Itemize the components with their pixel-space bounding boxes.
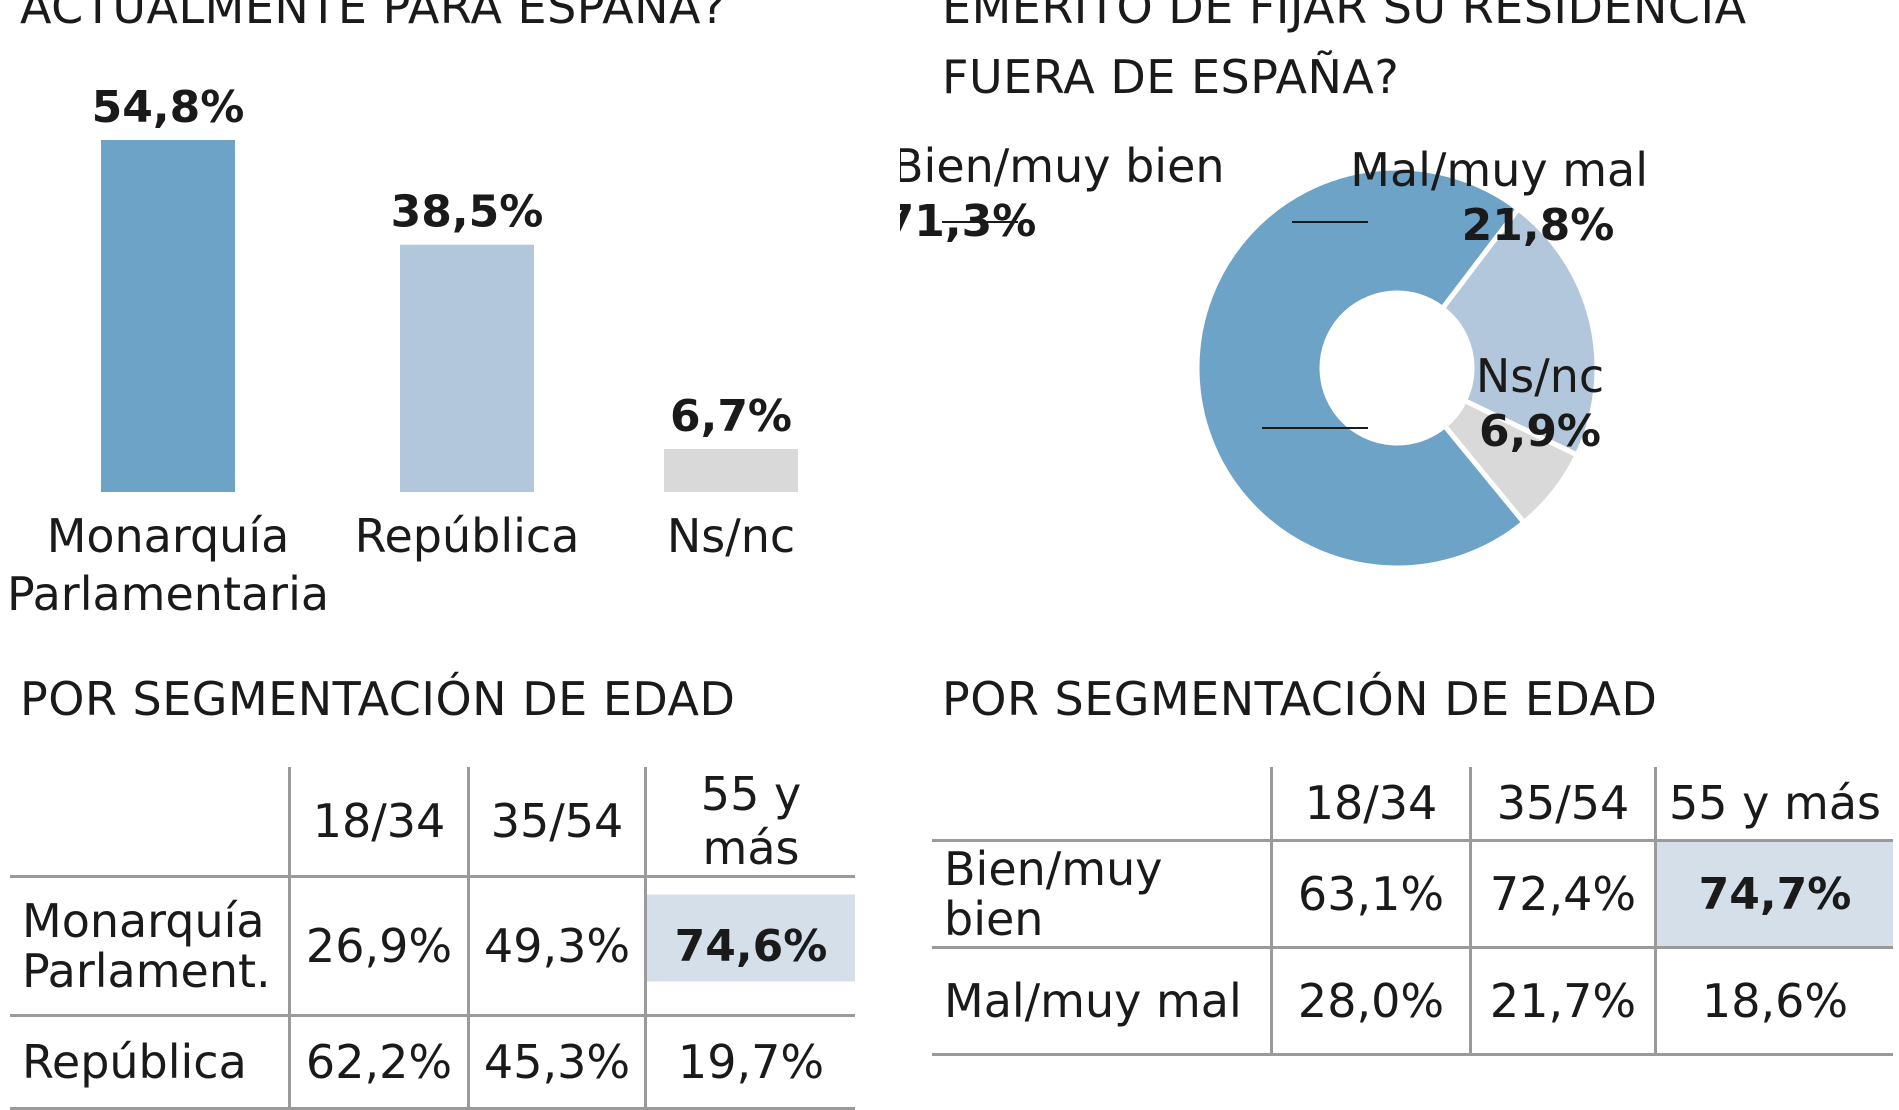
row-label-line: República [22, 1035, 247, 1089]
row-label-line: Parlament. [22, 944, 271, 998]
table-row: Monarquía Parlament. 26,9% 49,3% 74,6% [10, 876, 855, 1017]
row-label: Mal/muy mal [932, 947, 1272, 1056]
age-table: 18/34 35/54 55 y más Monarquía Parlament. 26,… [10, 767, 855, 1110]
table-row: Bien/muy bien 63,1% 72,4% 74,7% [932, 840, 1893, 949]
table-header-cell: 35/54 [467, 767, 646, 878]
table-cell: 74,7% [1654, 840, 1893, 949]
left-segment-title: POR SEGMENTACIÓN DE EDAD [20, 672, 736, 726]
table-header-cell: 35/54 [1469, 767, 1656, 842]
table-cell: 62,2% [288, 1015, 469, 1110]
table-header-cell: 55 y más [1654, 767, 1893, 842]
bar-1 [101, 140, 235, 492]
table-cell: 45,3% [467, 1015, 646, 1110]
bar-chart-title: ACTUALMENTE PARA ESPAÑA? [20, 0, 726, 34]
bar-value-label: 54,8% [92, 82, 245, 133]
table-corner-cell [932, 767, 1272, 842]
slice-value-nsnc: 6,9% [1479, 406, 1601, 457]
right-segment-title: POR SEGMENTACIÓN DE EDAD [942, 672, 1658, 726]
bar-value-label: 38,5% [391, 187, 544, 238]
slice-label-mal: Mal/muy mal [1350, 143, 1648, 197]
row-label-line: Monarquía [22, 894, 265, 948]
table-cell: 49,3% [467, 876, 646, 1017]
bar-category-label: Monarquía [47, 509, 290, 563]
table-cell: 63,1% [1270, 840, 1471, 949]
age-table: 18/34 35/54 55 y más Bien/muy bien 63,1% 72,4… [932, 767, 1893, 1056]
table-cell: 21,7% [1469, 947, 1656, 1056]
row-label-line: Bien/muy bien [944, 842, 1163, 946]
bar-category-label: República [355, 509, 580, 563]
table-header-cell: 55 y más [644, 767, 855, 878]
table-header-cell: 18/34 [288, 767, 469, 878]
bar-category-label: Ns/nc [667, 509, 795, 563]
table-header-row: 18/34 35/54 55 y más [932, 767, 1893, 842]
table-corner-cell [10, 767, 290, 878]
bar-value-label: 6,7% [670, 391, 792, 442]
bar-2 [400, 244, 534, 492]
slice-label-nsnc: Ns/nc [1476, 349, 1604, 403]
table-row: Mal/muy mal 28,0% 21,7% 18,6% [932, 947, 1893, 1056]
row-label-line: Mal/muy mal [944, 974, 1242, 1028]
table-cell: 18,6% [1654, 947, 1893, 1056]
donut-slice-1 [1194, 165, 1528, 571]
table-header-cell: 18/34 [1270, 767, 1471, 842]
bar-3 [664, 448, 798, 492]
table-cell: 28,0% [1270, 947, 1471, 1056]
row-label: Bien/muy bien [932, 840, 1272, 949]
table-row: República 62,2% 45,3% 19,7% [10, 1015, 855, 1110]
table-cell: 74,6% [644, 876, 855, 1017]
pie-chart-title-line-2: FUERA DE ESPAÑA? [942, 50, 1400, 104]
bar-category-label: Parlamentaria [7, 567, 329, 620]
pie-chart-title-line-1: EMÉRITO DE FIJAR SU RESIDENCIA [942, 0, 1747, 34]
table-cell: 26,9% [288, 876, 469, 1017]
table-cell: 72,4% [1469, 840, 1656, 949]
slice-label-bien: Bien/muy bien [900, 139, 1225, 193]
slice-value-bien: 71,3% [900, 196, 1036, 247]
row-label: República [10, 1015, 290, 1110]
table-header-row: 18/34 35/54 55 y más [10, 767, 855, 878]
table-cell: 19,7% [644, 1015, 855, 1110]
donut-slice-2 [1438, 205, 1600, 459]
row-label: Monarquía Parlament. [10, 876, 290, 1017]
slice-value-mal: 21,8% [1462, 200, 1615, 251]
